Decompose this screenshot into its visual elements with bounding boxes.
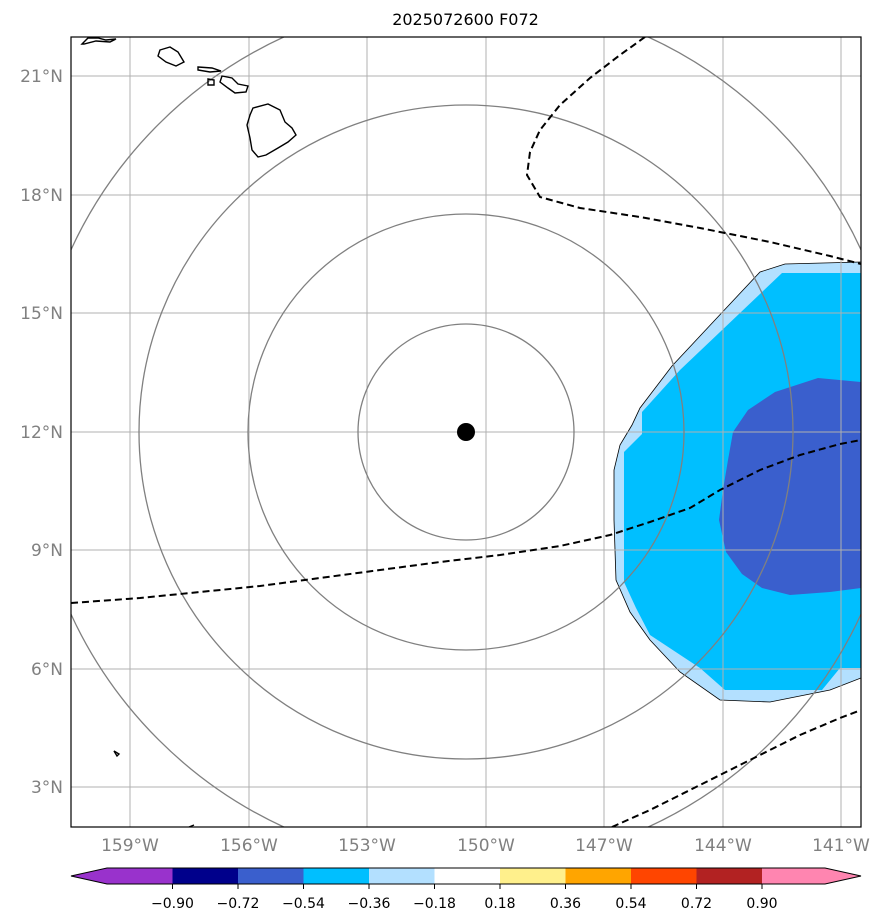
lon-label-144: 144°W [694, 836, 752, 856]
colorbar-segment-5 [369, 868, 435, 884]
island-small [113, 750, 121, 758]
colorbar-extend-low [71, 868, 107, 884]
island-kauai [80, 37, 117, 45]
colorbar-segment-10 [696, 868, 762, 884]
latitude-gridlines [71, 75, 861, 788]
colorbar-tick-10: 0.90 [746, 896, 777, 912]
colorbar-segment-3 [238, 868, 304, 884]
colorbar-segment-1 [107, 868, 173, 884]
lon-label-153: 153°W [338, 836, 396, 856]
island-oahu [157, 46, 185, 67]
colorbar-tick-9: 0.72 [681, 896, 712, 912]
lon-label-141: 141°W [812, 836, 870, 856]
lat-label-3: 3°N [31, 778, 63, 798]
island-maui [219, 75, 249, 94]
colorbar-tick-5: −0.18 [413, 896, 456, 912]
colorbar-segment-6 [434, 868, 500, 884]
longitude-labels: 159°W 156°W 153°W 150°W 147°W 144°W 141°… [101, 836, 870, 856]
lon-label-159: 159°W [101, 836, 159, 856]
colorbar-tick-6: 0.18 [484, 896, 515, 912]
lon-label-150: 150°W [457, 836, 515, 856]
lat-label-21: 21°N [20, 67, 63, 87]
dashed-contour-north [525, 37, 861, 265]
island-lanai [207, 78, 215, 86]
colorbar-extend-high [825, 868, 861, 884]
colorbar-outline [70, 867, 862, 885]
colorbar-tick-2: −0.72 [217, 896, 260, 912]
colorbar: −0.90 −0.72 −0.54 −0.36 −0.18 0.18 0.36 … [70, 867, 862, 912]
colorbar-tick-3: −0.54 [282, 896, 325, 912]
storm-center-marker [457, 423, 475, 441]
lat-label-6: 6°N [31, 660, 63, 680]
coastlines [80, 37, 297, 827]
lat-label-15: 15°N [20, 304, 63, 324]
range-rings [71, 37, 861, 827]
latitude-labels: 21°N 18°N 15°N 12°N 9°N 6°N 3°N [20, 67, 63, 798]
lat-label-18: 18°N [20, 186, 63, 206]
lat-label-9: 9°N [31, 541, 63, 561]
range-ring-2 [247, 213, 685, 651]
colorbar-tick-7: 0.36 [550, 896, 581, 912]
island-big-island [246, 103, 297, 158]
dashed-contour-middle [71, 439, 861, 604]
colorbar-segment-9 [631, 868, 697, 884]
range-ring-1 [357, 323, 575, 541]
colorbar-segment-11 [762, 868, 825, 884]
colorbar-segment-2 [172, 868, 238, 884]
range-ring-3 [138, 104, 794, 760]
colorbar-tick-1: −0.90 [151, 896, 194, 912]
lat-label-12: 12°N [20, 423, 63, 443]
lon-label-147: 147°W [575, 836, 633, 856]
colorbar-segment-8 [565, 868, 631, 884]
island-molokai [197, 66, 222, 73]
lon-label-156: 156°W [220, 836, 278, 856]
colorbar-tick-8: 0.54 [615, 896, 646, 912]
map-frame [70, 36, 862, 828]
colorbar-segment-4 [303, 868, 369, 884]
map-title: 2025072600 F072 [392, 10, 539, 29]
dashed-contours [71, 37, 861, 827]
colorbar-segment-7 [500, 868, 566, 884]
colorbar-tick-4: −0.36 [348, 896, 391, 912]
